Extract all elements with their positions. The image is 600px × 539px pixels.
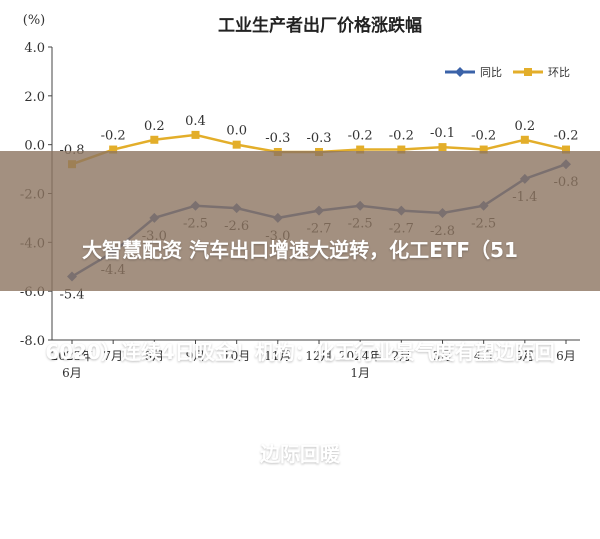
data-label: -0.3 xyxy=(306,131,331,146)
data-point xyxy=(479,145,488,154)
legend-item: 环比 xyxy=(513,66,570,79)
legend-item: 同比 xyxy=(445,66,502,79)
headline-line-3: 边际回暖 xyxy=(260,442,340,466)
x-tick-label: 6月 xyxy=(556,349,576,363)
headline-line-2: 6020）连续4日吸金！机构：化工行业景气度有望边际回 xyxy=(45,340,555,364)
data-point xyxy=(191,130,200,139)
x-tick-label: 5月 xyxy=(515,349,535,363)
data-point xyxy=(438,143,447,152)
y-tick-label: -8.0 xyxy=(20,334,45,349)
data-label: -0.2 xyxy=(389,129,414,144)
data-label: -0.2 xyxy=(101,129,126,144)
y-axis-unit: (%) xyxy=(23,13,46,28)
legend: 同比 环比 xyxy=(445,66,570,79)
data-label: -0.2 xyxy=(471,129,496,144)
data-label: -0.3 xyxy=(265,131,290,146)
x-tick-label: 11月 xyxy=(264,349,291,363)
data-point xyxy=(562,145,570,154)
legend-marker xyxy=(524,68,532,76)
data-label: -0.2 xyxy=(348,129,373,144)
headline-line-1: 大智慧配资 汽车出口增速大逆转，化工ETF（51 xyxy=(82,238,518,262)
data-point xyxy=(397,145,406,154)
y-tick-label: 0.0 xyxy=(24,139,45,154)
x-tick-label: 10月 xyxy=(223,349,250,363)
legend-marker xyxy=(455,67,465,77)
data-point xyxy=(109,145,118,154)
chart-title: 工业生产者出厂价格涨跌幅 xyxy=(218,15,422,36)
series-mom: -0.8-0.20.20.40.0-0.3-0.3-0.2-0.2-0.1-0.… xyxy=(59,114,579,169)
x-tick-label: 3月 xyxy=(433,349,453,363)
x-tick-label: 7月 xyxy=(103,349,123,363)
data-point xyxy=(232,140,241,149)
data-label: 0.0 xyxy=(226,124,247,139)
data-label: -5.4 xyxy=(59,288,84,303)
y-tick-label: 4.0 xyxy=(24,41,45,56)
x-tick-label: 9月 xyxy=(186,349,206,363)
data-label: 0.2 xyxy=(514,119,535,134)
x-tick-label: 4月 xyxy=(474,349,494,363)
data-label: 0.4 xyxy=(185,114,206,129)
x-tick-label: 2023年 6月 xyxy=(51,349,94,380)
legend-label: 环比 xyxy=(548,66,570,79)
data-point xyxy=(520,135,529,144)
x-tick-label: 12月 xyxy=(305,349,332,363)
x-tick-label: 2月 xyxy=(392,349,412,363)
legend-label: 同比 xyxy=(480,66,502,79)
data-point xyxy=(356,145,365,154)
data-point xyxy=(150,135,159,144)
data-label: 0.2 xyxy=(144,119,165,134)
y-tick-label: 2.0 xyxy=(24,90,45,105)
x-tick-label: 2024年 1月 xyxy=(339,349,382,380)
data-label: -0.2 xyxy=(553,129,578,144)
x-tick-label: 8月 xyxy=(145,349,165,363)
headline: 大智慧配资 汽车出口增速大逆转，化工ETF（51 6020）连续4日吸金！机构：… xyxy=(0,165,600,539)
headline-overlay xyxy=(0,151,600,291)
data-label: -0.1 xyxy=(430,126,455,141)
